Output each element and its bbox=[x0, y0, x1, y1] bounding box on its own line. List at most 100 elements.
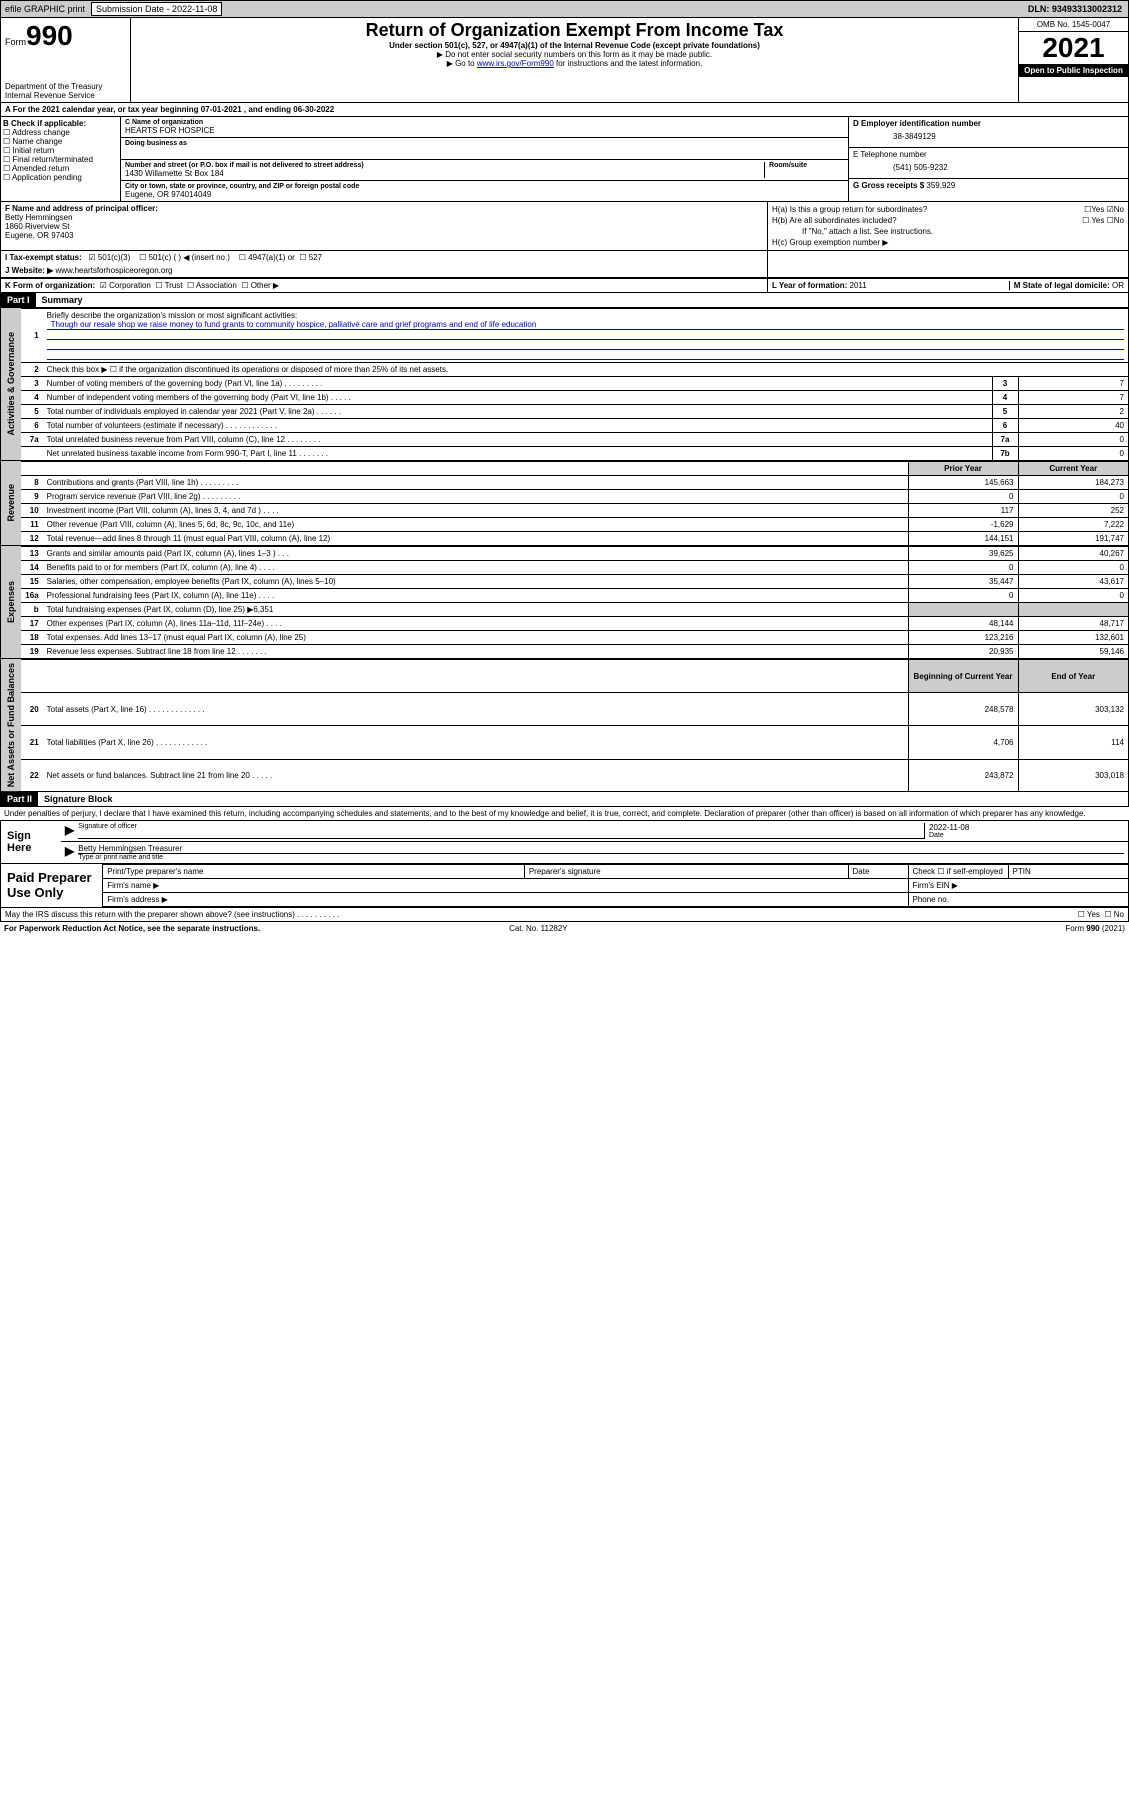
website-url[interactable]: www.heartsforhospiceoregon.org bbox=[55, 266, 172, 275]
pra-notice: For Paperwork Reduction Act Notice, see … bbox=[4, 924, 260, 933]
tel-label: E Telephone number bbox=[853, 150, 1124, 159]
discuss-row: May the IRS discuss this return with the… bbox=[0, 908, 1129, 922]
firm-name: Firm's name ▶ bbox=[103, 879, 908, 893]
sign-date-label: Date bbox=[929, 832, 1124, 839]
chk-name[interactable]: ☐ Name change bbox=[3, 137, 118, 146]
hdr-prior: Prior Year bbox=[908, 462, 1018, 476]
perjury-statement: Under penalties of perjury, I declare th… bbox=[0, 807, 1129, 820]
h-b-note: If "No," attach a list. See instructions… bbox=[772, 226, 1124, 237]
q2: Check this box ▶ ☐ if the organization d… bbox=[43, 363, 1128, 377]
prep-name-col: Print/Type preparer's name bbox=[103, 865, 525, 879]
officer-addr1: 1860 Riverview St bbox=[5, 222, 763, 231]
tel-value: (541) 505-9232 bbox=[853, 159, 1124, 176]
net-label: Net Assets or Fund Balances bbox=[4, 659, 18, 791]
exp-label: Expenses bbox=[4, 577, 18, 627]
sign-date-value: 2022-11-08 bbox=[929, 823, 1124, 832]
efile-label: efile GRAPHIC print bbox=[1, 4, 89, 14]
prep-self-employed: Check ☐ if self-employed bbox=[908, 865, 1008, 879]
sign-here-label: Sign Here bbox=[1, 821, 61, 863]
gov-label: Activities & Governance bbox=[4, 328, 18, 440]
footer: For Paperwork Reduction Act Notice, see … bbox=[0, 922, 1129, 935]
firm-addr: Firm's address ▶ bbox=[103, 893, 908, 907]
gross-value: 359,929 bbox=[926, 181, 955, 190]
mission-text: Though our resale shop we raise money to… bbox=[47, 320, 1124, 330]
chk-initial[interactable]: ☐ Initial return bbox=[3, 146, 118, 155]
activities-governance: Activities & Governance 1 Briefly descri… bbox=[0, 308, 1129, 461]
paid-preparer-block: Paid Preparer Use Only Print/Type prepar… bbox=[0, 864, 1129, 908]
arrow-icon: ▶ bbox=[65, 823, 78, 839]
dba-label: Doing business as bbox=[125, 140, 844, 147]
room-label: Room/suite bbox=[769, 162, 844, 169]
org-name: HEARTS FOR HOSPICE bbox=[125, 126, 844, 135]
b-label: B Check if applicable: bbox=[3, 119, 118, 128]
c-name-label: C Name of organization bbox=[125, 119, 844, 126]
chk-amended[interactable]: ☐ Amended return bbox=[3, 164, 118, 173]
section-b-c-d: B Check if applicable: ☐ Address change … bbox=[0, 117, 1129, 202]
prep-ptin: PTIN bbox=[1008, 865, 1128, 879]
l-year: L Year of formation: 2011 bbox=[772, 281, 1009, 290]
expenses-section: Expenses 13Grants and similar amounts pa… bbox=[0, 546, 1129, 659]
col-b: B Check if applicable: ☐ Address change … bbox=[1, 117, 121, 201]
form-word: Form bbox=[5, 37, 26, 47]
f-label: F Name and address of principal officer: bbox=[5, 204, 763, 213]
street-address: 1430 Willamette St Box 184 bbox=[125, 169, 764, 178]
topbar: efile GRAPHIC print Submission Date - 20… bbox=[0, 0, 1129, 18]
col-d: D Employer identification number 38-3849… bbox=[848, 117, 1128, 201]
row-i-j: I Tax-exempt status: ☑ 501(c)(3) ☐ 501(c… bbox=[0, 251, 1129, 278]
ein-label: D Employer identification number bbox=[853, 119, 1124, 128]
chk-final[interactable]: ☐ Final return/terminated bbox=[3, 155, 118, 164]
form-footer: Form 990 (2021) bbox=[1065, 924, 1125, 933]
row-k-l-m: K Form of organization: ☑ Corporation ☐ … bbox=[0, 278, 1129, 293]
cat-no: Cat. No. 11282Y bbox=[509, 924, 568, 933]
tax-year: 2021 bbox=[1019, 32, 1128, 64]
prep-sig-col: Preparer's signature bbox=[524, 865, 848, 879]
form-subtitle: Under section 501(c), 527, or 4947(a)(1)… bbox=[135, 41, 1014, 50]
part2-bar: Part II bbox=[1, 792, 38, 806]
prep-date-col: Date bbox=[848, 865, 908, 879]
chk-pending[interactable]: ☐ Application pending bbox=[3, 173, 118, 182]
officer-addr2: Eugene, OR 97403 bbox=[5, 231, 763, 240]
q1: Briefly describe the organization's miss… bbox=[47, 311, 1124, 320]
h-b: H(b) Are all subordinates included? ☐ Ye… bbox=[772, 215, 1124, 226]
dln: DLN: 93493313002312 bbox=[1024, 4, 1128, 14]
omb-number: OMB No. 1545-0047 bbox=[1019, 18, 1128, 32]
officer-typed-name: Betty Hemmingsen Treasurer bbox=[78, 844, 1124, 854]
net-assets-section: Net Assets or Fund Balances Beginning of… bbox=[0, 659, 1129, 792]
form-header: Form 990 Department of the Treasury Inte… bbox=[0, 18, 1129, 103]
h-a: H(a) Is this a group return for subordin… bbox=[772, 204, 1124, 215]
irs-link[interactable]: www.irs.gov/Form990 bbox=[477, 59, 554, 68]
city-label: City or town, state or province, country… bbox=[125, 183, 844, 190]
hdr-end: End of Year bbox=[1018, 660, 1128, 693]
gross-label: G Gross receipts $ bbox=[853, 181, 924, 190]
arrow-icon-2: ▶ bbox=[65, 844, 78, 861]
rev-label: Revenue bbox=[4, 480, 18, 526]
ein-value: 38-3849129 bbox=[853, 128, 1124, 145]
hdr-beg: Beginning of Current Year bbox=[908, 660, 1018, 693]
firm-phone: Phone no. bbox=[908, 893, 1128, 907]
col-c: C Name of organization HEARTS FOR HOSPIC… bbox=[121, 117, 848, 201]
tax-year-line: A For the 2021 calendar year, or tax yea… bbox=[0, 103, 1129, 117]
h-c: H(c) Group exemption number ▶ bbox=[772, 237, 1124, 248]
firm-ein: Firm's EIN ▶ bbox=[908, 879, 1128, 893]
city-state-zip: Eugene, OR 974014049 bbox=[125, 190, 844, 199]
m-state: M State of legal domicile: OR bbox=[1009, 281, 1124, 290]
sig-officer-label: Signature of officer bbox=[78, 823, 924, 830]
dept-label: Department of the Treasury Internal Reve… bbox=[5, 82, 126, 100]
open-inspection: Open to Public Inspection bbox=[1019, 64, 1128, 77]
officer-name: Betty Hemmingsen bbox=[5, 213, 763, 222]
form-title: Return of Organization Exempt From Incom… bbox=[135, 20, 1014, 41]
tax-exempt-status: I Tax-exempt status: ☑ 501(c)(3) ☐ 501(c… bbox=[5, 253, 763, 262]
chk-address[interactable]: ☐ Address change bbox=[3, 128, 118, 137]
part2-header: Part II Signature Block bbox=[0, 792, 1129, 807]
note-2: ▶ Go to www.irs.gov/Form990 for instruct… bbox=[135, 59, 1014, 68]
website-row: J Website: ▶ www.heartsforhospiceoregon.… bbox=[5, 266, 763, 275]
k-form-org: K Form of organization: ☑ Corporation ☐ … bbox=[1, 279, 768, 292]
part1-header: Part I Summary bbox=[0, 293, 1129, 308]
row-f-h: F Name and address of principal officer:… bbox=[0, 202, 1129, 251]
form-number: 990 bbox=[26, 20, 73, 52]
hdr-curr: Current Year bbox=[1018, 462, 1128, 476]
note-1: ▶ Do not enter social security numbers o… bbox=[135, 50, 1014, 59]
part1-bar: Part I bbox=[1, 293, 36, 307]
type-name-label: Type or print name and title bbox=[78, 854, 1124, 861]
addr-label: Number and street (or P.O. box if mail i… bbox=[125, 162, 764, 169]
